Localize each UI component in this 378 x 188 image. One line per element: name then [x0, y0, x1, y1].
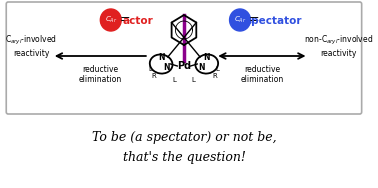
Text: that's the question!: that's the question!: [122, 152, 245, 164]
Text: N: N: [164, 64, 170, 73]
Text: spectator: spectator: [246, 16, 302, 26]
Text: =: =: [120, 14, 130, 27]
Circle shape: [229, 9, 251, 31]
Text: non-C$_{aryl}$-involved
reactivity: non-C$_{aryl}$-involved reactivity: [304, 34, 373, 58]
FancyBboxPatch shape: [6, 2, 362, 114]
Text: To be (a spectator) or not be,: To be (a spectator) or not be,: [91, 131, 276, 145]
Text: $C_{Ar}$: $C_{Ar}$: [234, 15, 246, 25]
Text: L: L: [215, 66, 219, 72]
Text: Pd: Pd: [177, 61, 191, 71]
Text: L: L: [172, 77, 177, 83]
Text: $C_{Ar}$: $C_{Ar}$: [105, 15, 117, 25]
Text: N: N: [203, 54, 210, 62]
Text: L: L: [149, 66, 153, 72]
Text: N: N: [158, 54, 164, 62]
Text: reductive
elimination: reductive elimination: [240, 65, 284, 84]
Text: C$_{aryl}$-involved
reactivity: C$_{aryl}$-involved reactivity: [5, 34, 57, 58]
Text: R: R: [151, 73, 156, 79]
Text: =: =: [249, 14, 260, 27]
Text: L: L: [192, 77, 195, 83]
Circle shape: [100, 9, 121, 31]
Text: R: R: [212, 73, 217, 79]
Text: reductive
elimination: reductive elimination: [79, 65, 122, 84]
Text: actor: actor: [122, 16, 153, 26]
Text: N: N: [198, 64, 204, 73]
